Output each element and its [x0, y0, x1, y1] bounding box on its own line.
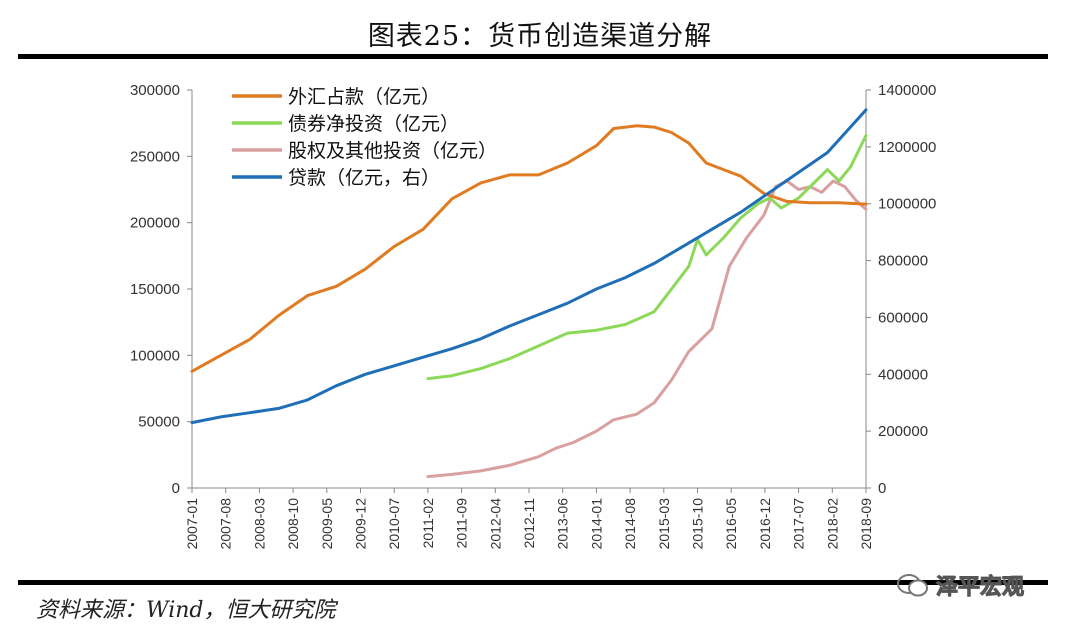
left-tick-label: 0: [172, 480, 180, 497]
series-line-fx: [190, 124, 868, 373]
wechat-icon: [897, 574, 928, 597]
left-tick-label: 250000: [130, 148, 180, 165]
right-tick-label: 800000: [878, 253, 928, 270]
right-tick-label: 1400000: [878, 82, 936, 99]
chart-series: [190, 108, 868, 479]
x-tick-label: 2014-08: [622, 498, 638, 550]
right-tick-label: 0: [878, 480, 886, 497]
x-tick-label: 2014-01: [588, 498, 604, 550]
x-tick-label: 2015-03: [656, 498, 672, 550]
legend-label-bond: 债券净投资（亿元）: [288, 113, 459, 135]
chart-title: 图表25：货币创造渠道分解: [367, 21, 713, 52]
x-tick-label: 2013-06: [555, 498, 571, 550]
x-tick-label: 2017-07: [791, 498, 807, 550]
watermark-text: 泽平宏观: [935, 575, 1025, 601]
x-tick-label: 2009-12: [353, 498, 369, 550]
x-tick-label: 2007-01: [184, 498, 200, 550]
x-tick-label: 2011-02: [420, 498, 436, 549]
right-tick-label: 1000000: [878, 196, 936, 213]
x-tick-label: 2007-08: [218, 498, 234, 550]
left-tick-label: 100000: [130, 347, 180, 364]
right-tick-label: 400000: [878, 366, 928, 383]
source-note: 资料来源：Wind，恒大研究院: [36, 598, 336, 623]
top-rule: [18, 54, 1048, 59]
legend-label-loan: 贷款（亿元，右）: [288, 167, 440, 189]
x-tick-label: 2011-09: [454, 498, 470, 549]
x-tick-label: 2016-12: [757, 498, 773, 550]
right-tick-label: 200000: [878, 423, 928, 440]
x-tick-label: 2009-05: [319, 498, 335, 550]
x-tick-label: 2018-09: [858, 498, 874, 550]
left-tick-label: 200000: [130, 215, 180, 232]
watermark: 泽平宏观: [896, 568, 1066, 602]
left-tick-label: 50000: [138, 414, 180, 431]
left-tick-label: 150000: [130, 281, 180, 298]
x-tick-label: 2008-10: [285, 498, 301, 550]
x-tick-label: 2018-02: [824, 498, 840, 550]
right-tick-label: 600000: [878, 309, 928, 326]
x-tick-label: 2016-05: [723, 498, 739, 550]
series-line-equity: [426, 179, 868, 479]
chart-axes: 0500001000001500002000002500003000000200…: [130, 82, 936, 549]
x-tick-label: 2015-10: [690, 498, 706, 550]
series-line-loan: [190, 108, 868, 425]
series-line-bond: [426, 134, 868, 381]
right-tick-label: 1200000: [878, 139, 936, 156]
chart-legend: 外汇占款（亿元） 债券净投资（亿元） 股权及其他投资（亿元） 贷款（亿元，右）: [232, 86, 497, 189]
legend-label-equity: 股权及其他投资（亿元）: [288, 140, 497, 162]
x-tick-label: 2012-04: [487, 498, 503, 550]
x-tick-label: 2010-07: [386, 498, 402, 550]
x-tick-label: 2008-03: [251, 498, 267, 550]
legend-label-fx: 外汇占款（亿元）: [288, 86, 440, 108]
left-tick-label: 300000: [130, 82, 180, 99]
x-tick-label: 2012-11: [521, 498, 537, 549]
bottom-rule: [18, 580, 1048, 585]
